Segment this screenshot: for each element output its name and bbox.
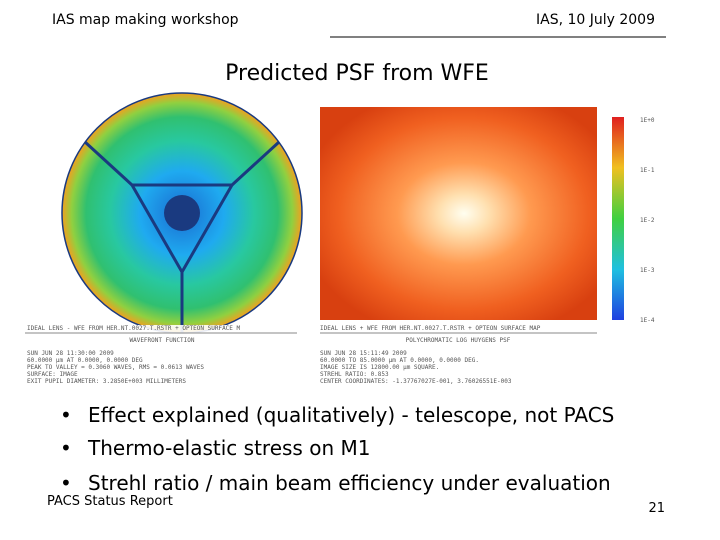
psf-figure bbox=[320, 107, 624, 334]
footer-left: PACS Status Report bbox=[47, 494, 173, 509]
colorbar-label: 1E-3 bbox=[640, 267, 655, 274]
caption-line: IDEAL LENS + WFE FROM HER.NT.0027.T.RSTR… bbox=[320, 325, 541, 332]
psf-image bbox=[320, 107, 597, 320]
caption-line: SURFACE: IMAGE bbox=[27, 371, 78, 378]
page-number: 21 bbox=[648, 501, 665, 516]
colorbar-label: 1E-1 bbox=[640, 167, 655, 174]
caption-line: POLYCHROMATIC LOG HUYGENS PSF bbox=[406, 337, 511, 344]
spider bbox=[129, 183, 235, 276]
header-left: IAS map making workshop bbox=[52, 12, 239, 28]
bullet-dot: • bbox=[60, 436, 72, 460]
caption-line: 60.0000 µm AT 0.0000, 0.0000 DEG bbox=[27, 357, 143, 364]
caption-line: WAVEFRONT FUNCTION bbox=[129, 337, 194, 344]
spider-leg bbox=[83, 140, 134, 187]
caption-line: EXIT PUPIL DIAMETER: 3.2850E+003 MILLIME… bbox=[27, 378, 186, 385]
central-obscuration bbox=[164, 195, 200, 231]
caption-line: IDEAL LENS - WFE FROM HER.NT.0027.T.RSTR… bbox=[27, 325, 241, 332]
wavefront-figure bbox=[25, 92, 303, 393]
colorbar-label: 1E-4 bbox=[640, 317, 655, 324]
colorbar bbox=[612, 117, 624, 320]
caption-line: SUN JUN 28 15:11:49 2009 bbox=[320, 350, 407, 357]
colorbar-label: 1E+0 bbox=[640, 117, 655, 124]
bullet-text: Thermo-elastic stress on M1 bbox=[87, 436, 370, 460]
bullet-text: Effect explained (qualitatively) - teles… bbox=[88, 403, 614, 427]
spider-leg bbox=[230, 140, 281, 187]
bullet-text: Strehl ratio / main beam efficiency unde… bbox=[88, 471, 611, 495]
caption-line: IMAGE SIZE IS 12800.00 µm SQUARE. bbox=[320, 364, 439, 371]
caption-line: 60.0000 TO 85.0000 µm AT 0.0000, 0.0000 … bbox=[320, 357, 479, 364]
slide-title: Predicted PSF from WFE bbox=[225, 61, 489, 86]
caption-box bbox=[25, 325, 297, 393]
caption-line: PEAK TO VALLEY = 0.3060 WAVES, RMS = 0.0… bbox=[27, 364, 204, 371]
colorbar-label: 1E-2 bbox=[640, 217, 655, 224]
header-right: IAS, 10 July 2009 bbox=[536, 12, 655, 28]
bullet-dot: • bbox=[60, 471, 72, 495]
caption-line: STREHL RATIO: 0.853 bbox=[320, 371, 389, 378]
caption-line: SUN JUN 28 11:30:00 2009 bbox=[27, 350, 114, 357]
bullet-dot: • bbox=[60, 403, 72, 427]
caption-line: CENTER COORDINATES: -1.37767027E-001, 3.… bbox=[320, 378, 512, 385]
